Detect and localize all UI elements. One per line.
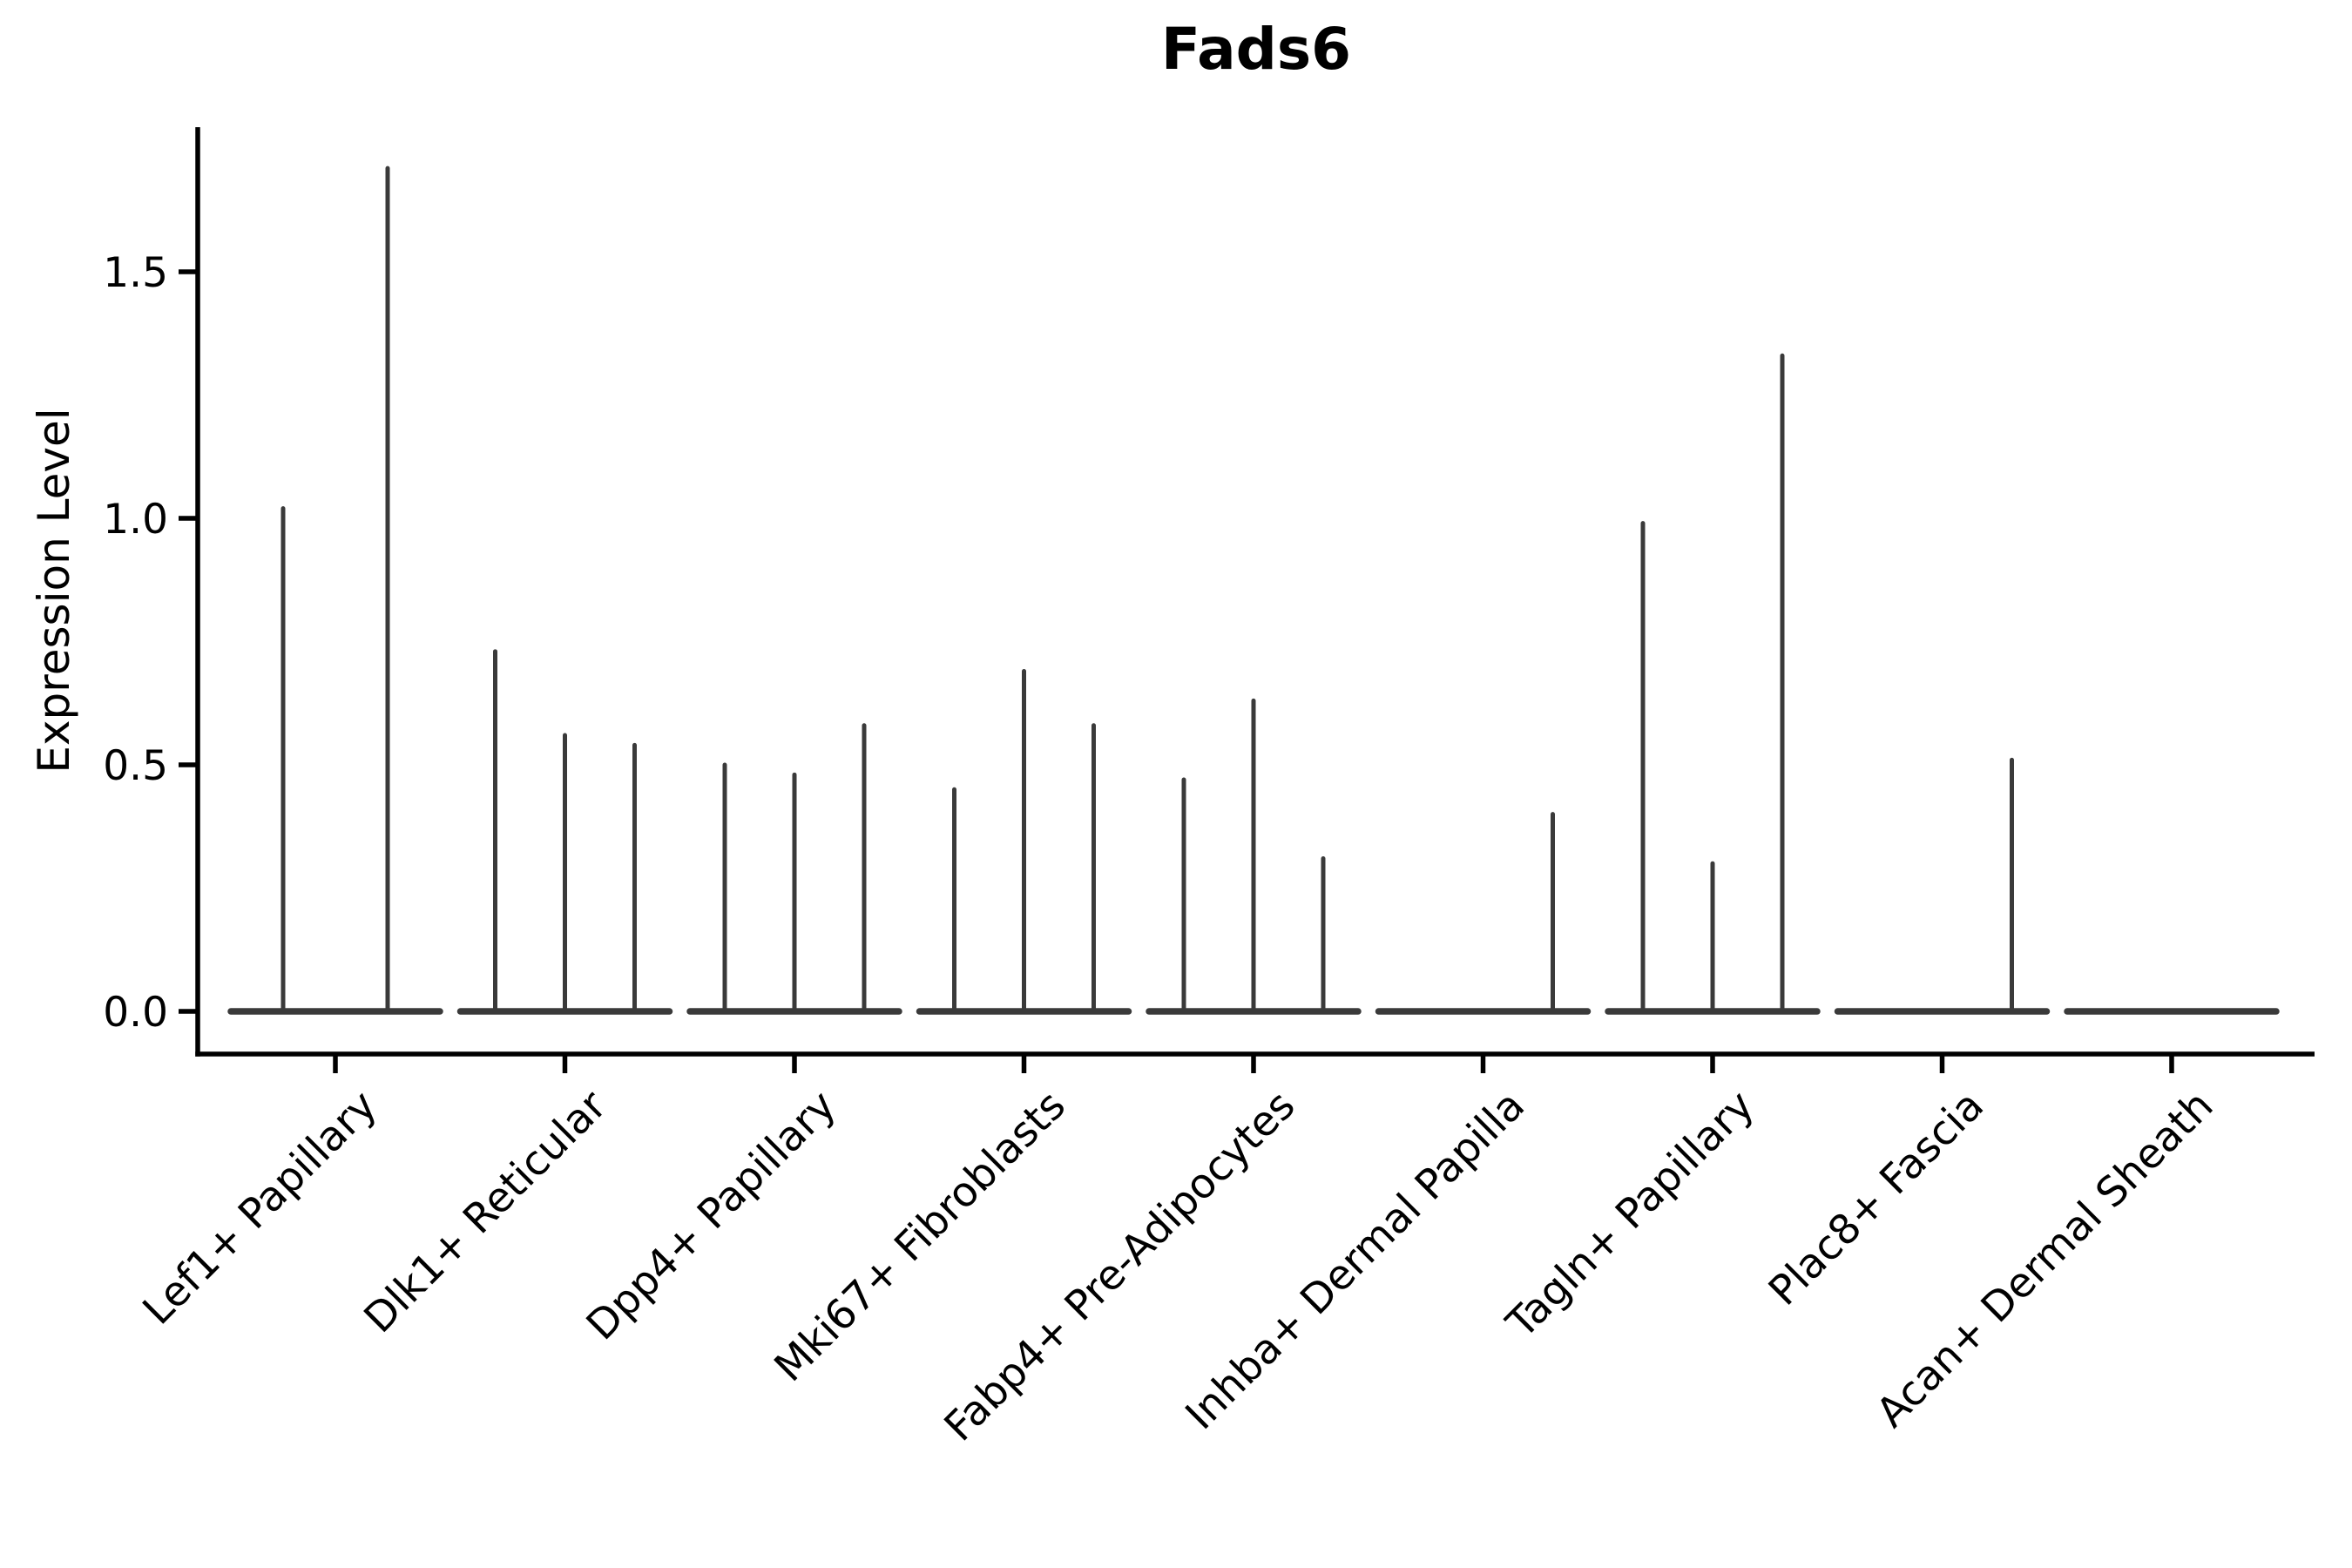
x-tick-label: Plac8+ Fascia	[1760, 1082, 1993, 1315]
y-tick-label: 0.5	[103, 742, 168, 790]
y-tick-label: 0.0	[103, 989, 168, 1037]
x-tick-label: Dlk1+ Reticular	[355, 1081, 617, 1342]
y-tick-label: 1.5	[103, 249, 168, 297]
x-tick-label: Lef1+ Papillary	[134, 1082, 387, 1335]
x-tick-label: Tagln+ Papillary	[1497, 1082, 1764, 1348]
x-tick-label: Dpp4+ Papillary	[578, 1082, 846, 1350]
y-tick-label: 1.0	[103, 496, 168, 544]
chart-title: Fads6	[1160, 16, 1352, 83]
